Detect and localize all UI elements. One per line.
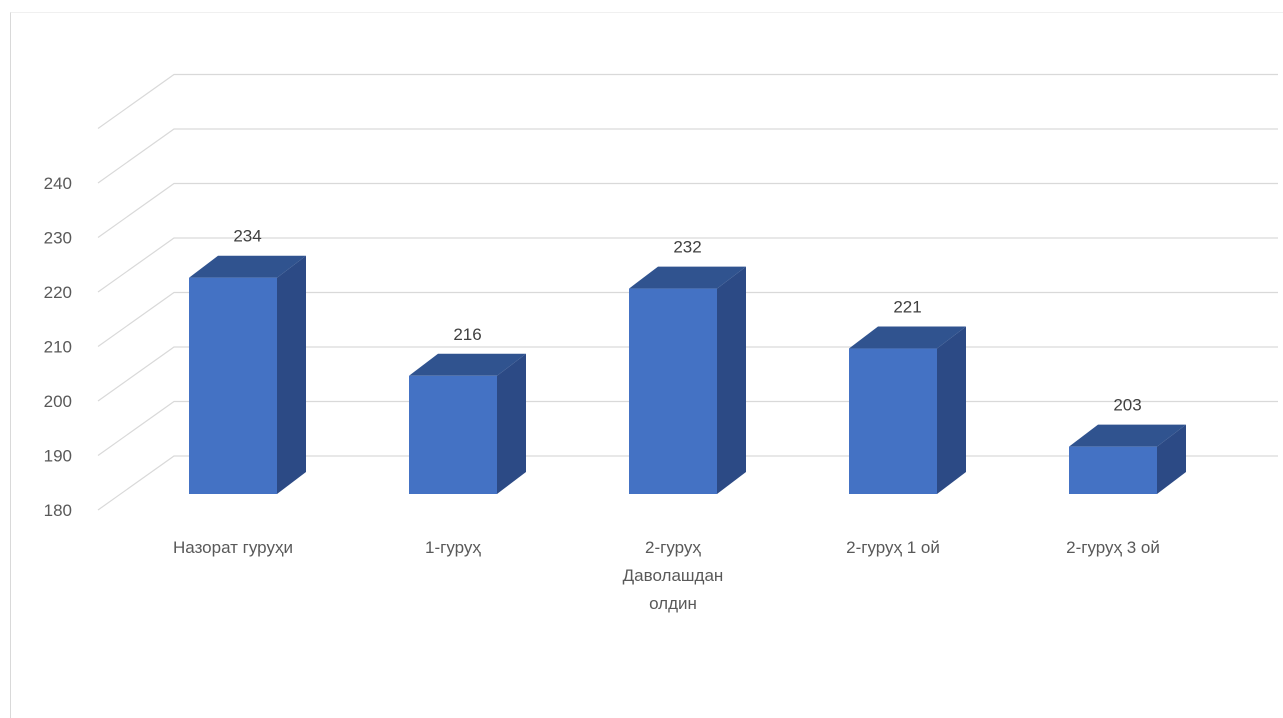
x-category-label: 2-гуруҳ 1 ой bbox=[846, 538, 940, 557]
data-label: 203 bbox=[1113, 396, 1141, 415]
x-category-label: Назорат гуруҳи bbox=[173, 538, 293, 557]
x-category-label: 2-гуруҳ Даволашдан олдин bbox=[623, 538, 724, 613]
gridline bbox=[97, 237, 1278, 293]
bar-top bbox=[849, 326, 966, 349]
bar-front bbox=[409, 375, 497, 494]
bar-front bbox=[189, 277, 277, 494]
y-tick-label: 220 bbox=[44, 283, 72, 302]
bar-side bbox=[1157, 424, 1186, 494]
bar-top bbox=[1069, 424, 1186, 447]
x-category-label-line: Назорат гуруҳи bbox=[173, 538, 293, 557]
bar-side bbox=[277, 255, 306, 494]
x-category-label-line: Даволашдан bbox=[623, 566, 724, 585]
gridline bbox=[97, 128, 1278, 184]
y-tick-label: 200 bbox=[44, 392, 72, 411]
bar bbox=[849, 326, 966, 494]
data-label: 221 bbox=[893, 298, 921, 317]
bar-front bbox=[849, 348, 937, 494]
y-tick-label: 210 bbox=[44, 338, 72, 357]
x-category-label-line: олдин bbox=[649, 594, 697, 613]
chart-area bbox=[10, 12, 1283, 718]
bar bbox=[629, 266, 746, 494]
y-tick-label: 230 bbox=[44, 229, 72, 248]
bar-side bbox=[937, 326, 966, 494]
data-label: 232 bbox=[673, 238, 701, 257]
gridline bbox=[97, 73, 1278, 129]
gridline bbox=[97, 291, 1278, 347]
y-axis-tick-labels: 180 190 200 210 220 230 240 bbox=[44, 174, 72, 520]
bar-side bbox=[497, 353, 526, 494]
bar-top bbox=[629, 266, 746, 289]
bar-top bbox=[189, 255, 306, 278]
x-axis-category-labels: Назорат гуруҳи 1-гуруҳ 2-гуруҳ Даволашдан ол… bbox=[173, 538, 1160, 613]
bar-side bbox=[717, 266, 746, 494]
bar-front bbox=[1069, 446, 1157, 494]
bar bbox=[409, 353, 526, 494]
y-tick-label: 190 bbox=[44, 447, 72, 466]
bar-front bbox=[629, 288, 717, 494]
x-category-label-line: 2-гуруҳ 3 ой bbox=[1066, 538, 1160, 557]
x-category-label-line: 1-гуруҳ bbox=[425, 538, 481, 557]
gridlines bbox=[97, 73, 1278, 511]
bars bbox=[189, 255, 1186, 494]
bar bbox=[1069, 424, 1186, 494]
x-category-label: 2-гуруҳ 3 ой bbox=[1066, 538, 1160, 557]
data-label: 216 bbox=[453, 325, 481, 344]
x-category-label-line: 2-гуруҳ 1 ой bbox=[846, 538, 940, 557]
data-labels: 234 216 232 221 203 bbox=[233, 227, 1141, 415]
bar bbox=[189, 255, 306, 494]
y-tick-label: 180 bbox=[44, 501, 72, 520]
x-category-label: 1-гуруҳ bbox=[425, 538, 481, 557]
x-category-label-line: 2-гуруҳ bbox=[645, 538, 701, 557]
y-tick-label: 240 bbox=[44, 174, 72, 193]
gridline bbox=[97, 182, 1278, 238]
bar-top bbox=[409, 353, 526, 376]
data-label: 234 bbox=[233, 227, 261, 246]
